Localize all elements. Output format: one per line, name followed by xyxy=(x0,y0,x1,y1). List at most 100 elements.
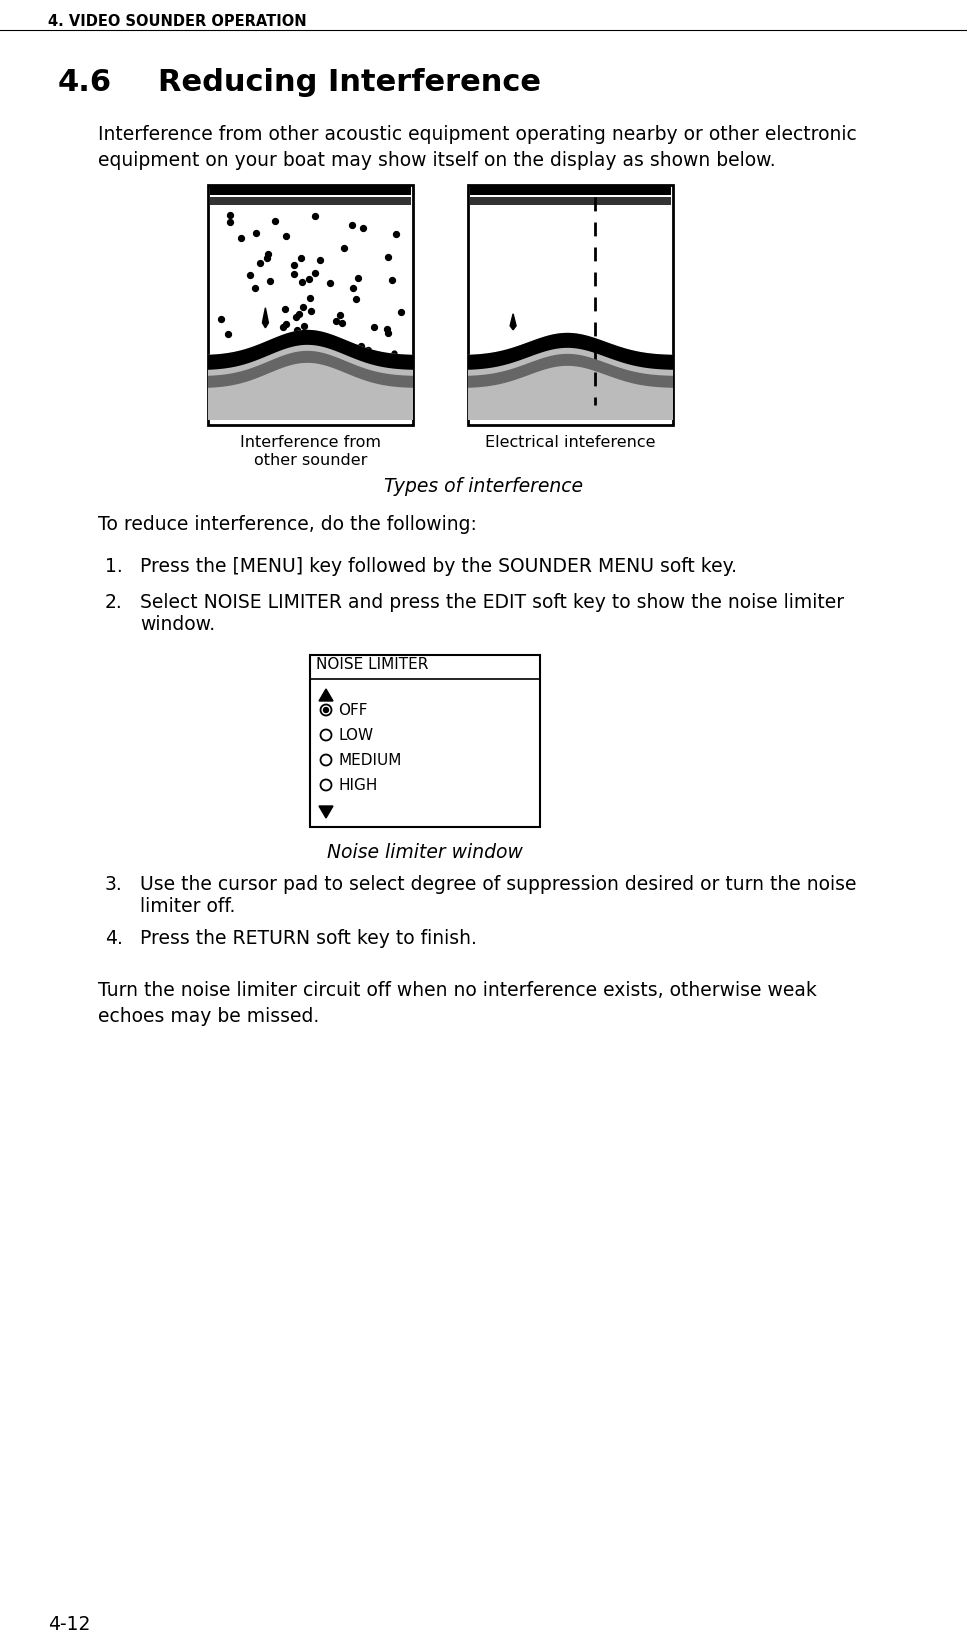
Text: limiter off.: limiter off. xyxy=(140,898,235,916)
Text: Use the cursor pad to select degree of suppression desired or turn the noise: Use the cursor pad to select degree of s… xyxy=(140,875,857,894)
Point xyxy=(310,372,326,398)
Point xyxy=(366,313,382,339)
Point xyxy=(348,286,364,312)
Point xyxy=(308,259,323,286)
Polygon shape xyxy=(262,308,269,328)
Text: Interference from: Interference from xyxy=(240,436,381,450)
Point xyxy=(286,261,302,287)
Point xyxy=(232,375,248,401)
Point xyxy=(296,333,311,359)
Point xyxy=(360,338,375,364)
Point xyxy=(370,372,386,398)
Point xyxy=(288,304,304,330)
Point xyxy=(316,325,332,351)
Point xyxy=(268,207,283,233)
Text: window.: window. xyxy=(140,615,215,633)
Point xyxy=(312,248,328,274)
Text: 4-12: 4-12 xyxy=(48,1616,90,1632)
Bar xyxy=(210,184,411,194)
Point xyxy=(333,302,348,328)
Point xyxy=(291,302,307,328)
Point xyxy=(213,305,228,331)
Point xyxy=(388,220,403,246)
Point xyxy=(247,276,262,302)
Point xyxy=(280,335,296,361)
Point xyxy=(365,346,380,372)
Point xyxy=(219,359,234,385)
Text: Press the RETURN soft key to finish.: Press the RETURN soft key to finish. xyxy=(140,929,477,948)
Text: 4.: 4. xyxy=(105,929,123,948)
Circle shape xyxy=(320,705,332,715)
Text: HIGH: HIGH xyxy=(338,778,377,793)
Point xyxy=(294,269,309,295)
Bar xyxy=(208,184,413,424)
Point xyxy=(295,294,310,320)
Point xyxy=(386,341,401,367)
Point xyxy=(323,380,338,406)
Point xyxy=(259,245,275,271)
Text: 4. VIDEO SOUNDER OPERATION: 4. VIDEO SOUNDER OPERATION xyxy=(48,15,307,29)
Point xyxy=(297,313,312,339)
Point xyxy=(317,374,333,400)
Circle shape xyxy=(324,708,329,713)
Bar xyxy=(468,184,673,424)
Point xyxy=(233,225,249,251)
Text: Select NOISE LIMITER and press the EDIT soft key to show the noise limiter: Select NOISE LIMITER and press the EDIT … xyxy=(140,592,844,612)
Point xyxy=(333,341,348,367)
Polygon shape xyxy=(319,806,333,818)
Text: 1.: 1. xyxy=(105,557,123,576)
Text: NOISE LIMITER: NOISE LIMITER xyxy=(316,658,428,672)
Bar xyxy=(470,184,671,194)
Point xyxy=(356,366,371,392)
Bar xyxy=(470,197,671,206)
Text: 4.6: 4.6 xyxy=(58,69,112,96)
Point xyxy=(243,261,258,287)
Point xyxy=(394,299,409,325)
Point xyxy=(221,209,237,235)
Text: MEDIUM: MEDIUM xyxy=(338,752,401,769)
Point xyxy=(249,220,264,246)
Point xyxy=(322,269,337,295)
Text: Turn the noise limiter circuit off when no interference exists, otherwise weak
e: Turn the noise limiter circuit off when … xyxy=(98,981,817,1027)
Point xyxy=(345,276,361,302)
Point xyxy=(380,315,396,341)
Text: 2.: 2. xyxy=(105,592,123,612)
Point xyxy=(303,297,318,323)
Point xyxy=(289,317,305,343)
Point xyxy=(344,212,360,238)
Text: Press the [MENU] key followed by the SOUNDER MENU soft key.: Press the [MENU] key followed by the SOU… xyxy=(140,557,737,576)
Point xyxy=(241,341,256,367)
Text: 3.: 3. xyxy=(105,875,123,894)
Point xyxy=(278,310,294,336)
Circle shape xyxy=(320,754,332,765)
Point xyxy=(335,310,350,336)
Point xyxy=(310,336,326,362)
Point xyxy=(303,286,318,312)
Point xyxy=(263,268,278,294)
Bar xyxy=(310,654,540,827)
Point xyxy=(222,202,238,228)
Point xyxy=(380,320,396,346)
Circle shape xyxy=(320,780,332,790)
Text: other sounder: other sounder xyxy=(253,454,367,468)
Point xyxy=(275,313,290,339)
Circle shape xyxy=(320,730,332,741)
Point xyxy=(384,266,399,292)
Bar xyxy=(210,197,411,206)
Point xyxy=(260,240,276,266)
Point xyxy=(337,235,352,261)
Point xyxy=(301,266,316,292)
Text: Types of interference: Types of interference xyxy=(384,477,582,496)
Point xyxy=(350,264,366,290)
Point xyxy=(328,308,343,335)
Text: LOW: LOW xyxy=(338,728,373,743)
Text: Interference from other acoustic equipment operating nearby or other electronic
: Interference from other acoustic equipme… xyxy=(98,126,857,170)
Point xyxy=(251,377,267,403)
Point xyxy=(278,297,293,323)
Text: To reduce interference, do the following:: To reduce interference, do the following… xyxy=(98,516,477,534)
Text: Electrical inteference: Electrical inteference xyxy=(485,436,656,450)
Text: Noise limiter window: Noise limiter window xyxy=(327,844,523,862)
Point xyxy=(278,222,294,248)
Point xyxy=(251,250,267,276)
Polygon shape xyxy=(319,689,333,702)
